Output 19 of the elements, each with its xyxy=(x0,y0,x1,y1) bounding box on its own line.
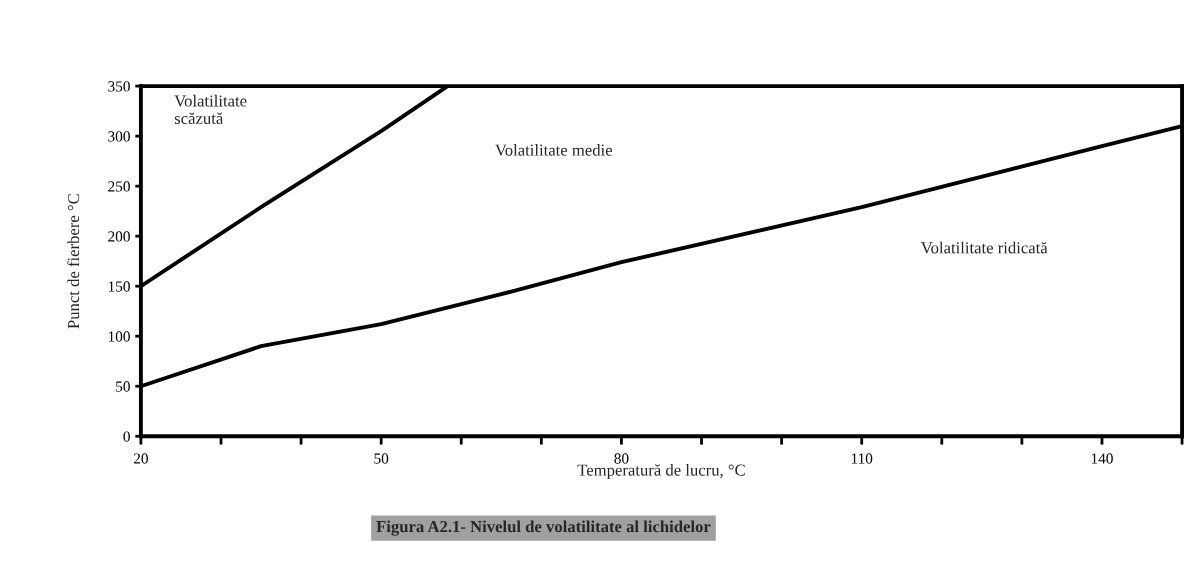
x-tick-label: 20 xyxy=(133,453,148,464)
y-tick-label: 100 xyxy=(108,331,130,342)
y-axis-title: Punct de fierbere °C xyxy=(67,194,80,329)
annotation: Volatilitate scăzută xyxy=(174,94,247,125)
text: Figura A2.1- Nivelul de volatilitate al lichidelor xyxy=(376,520,711,536)
x-tick-label: 50 xyxy=(374,453,389,464)
x-tick-label: 140 xyxy=(1091,453,1113,464)
annotation: Volatilitate medie xyxy=(495,144,613,156)
y-tick-label: 350 xyxy=(108,81,130,92)
y-tick-label: 250 xyxy=(108,181,130,192)
y-tick-label: 200 xyxy=(108,231,130,242)
y-tick-label: 50 xyxy=(116,381,130,392)
annotation: Volatilitate ridicată xyxy=(920,241,1048,254)
x-axis-title: Temperatură de lucru, °C xyxy=(577,463,745,480)
x-tick-label: 110 xyxy=(851,453,873,464)
y-tick-label: 0 xyxy=(123,431,130,442)
x-tick-label: 80 xyxy=(614,453,629,464)
y-tick-label: 150 xyxy=(108,281,130,292)
y-tick-label: 300 xyxy=(108,131,130,142)
